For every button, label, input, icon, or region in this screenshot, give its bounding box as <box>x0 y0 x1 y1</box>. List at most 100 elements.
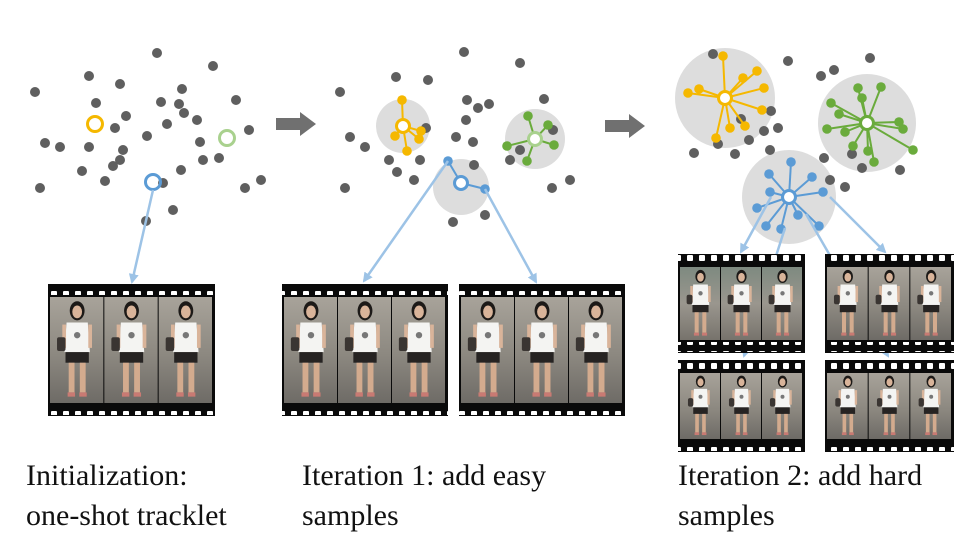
person-leg <box>743 312 748 333</box>
iter2-yellow-point <box>725 123 735 133</box>
unlabeled-point <box>515 58 525 68</box>
film-sprockets-bottom <box>48 405 215 415</box>
person-bag <box>835 398 841 407</box>
person-shorts <box>882 407 897 414</box>
person-bag <box>521 337 531 352</box>
shirt-print <box>538 331 546 339</box>
unlabeled-point <box>174 99 184 109</box>
unlabeled-point <box>177 84 187 94</box>
tracklet-film-strips <box>48 254 954 452</box>
unlabeled-point <box>829 65 839 75</box>
person-face <box>483 305 493 319</box>
person-shoe <box>313 392 321 397</box>
person-shorts <box>119 352 144 363</box>
person-bag <box>467 337 477 352</box>
iter2-blue-point <box>752 203 762 213</box>
person-shoe <box>776 432 782 436</box>
person-arm <box>404 324 408 348</box>
person-arm <box>708 285 711 303</box>
unlabeled-point <box>451 132 461 142</box>
shirt-print <box>845 291 851 296</box>
iter2-blue-point <box>764 169 774 179</box>
person-leg <box>123 362 129 393</box>
person-leg <box>891 312 896 333</box>
person-leg <box>849 312 854 333</box>
unlabeled-point <box>168 205 178 215</box>
iter2-yellow-point <box>718 51 728 61</box>
shirt-print <box>780 291 785 296</box>
person-shoe <box>742 432 748 436</box>
person-arm <box>350 324 354 348</box>
person-leg <box>410 362 417 393</box>
iter2-blue-point <box>786 157 796 167</box>
person-shorts <box>407 352 431 363</box>
person-leg <box>784 413 788 433</box>
iter2-yellow-point <box>759 83 769 93</box>
iter2-blue-point <box>814 221 824 231</box>
person-leg <box>702 312 707 333</box>
person-face <box>72 305 83 319</box>
person-shoe <box>586 392 594 397</box>
person-shoe <box>775 332 782 336</box>
iter1-yellow-point <box>390 131 400 141</box>
person-bag <box>290 337 300 352</box>
person-leg <box>784 312 789 333</box>
person-bag <box>768 294 775 305</box>
person-leg <box>177 362 184 393</box>
film-sprockets-top <box>825 255 954 265</box>
person-face <box>537 305 547 319</box>
unlabeled-point <box>480 210 490 220</box>
person-shorts <box>774 304 791 313</box>
person-shoe <box>783 332 790 336</box>
unlabeled-point <box>110 123 120 133</box>
person-shoe <box>882 332 889 336</box>
unlabeled-point <box>77 166 87 176</box>
film-sprockets-top <box>459 285 625 295</box>
person-leg <box>695 413 699 433</box>
iter2-green-point <box>848 141 858 151</box>
person-face <box>414 305 424 319</box>
person-shorts <box>923 304 940 313</box>
unlabeled-point <box>179 108 189 118</box>
film-iter2-d <box>825 360 954 452</box>
person-arm <box>897 285 900 303</box>
unlabeled-point <box>565 175 575 185</box>
person-arm <box>499 324 503 348</box>
iter2-green-center <box>859 115 875 131</box>
iter1-green-point <box>502 141 512 151</box>
film-sprockets-top <box>48 285 215 295</box>
person-shoe <box>734 332 741 336</box>
shirt-print <box>73 331 81 339</box>
shirt-print <box>592 331 600 339</box>
person-leg <box>932 312 938 333</box>
link-arrow-iter1-b <box>483 188 538 284</box>
film-iter1-b <box>459 284 625 416</box>
person-shoe <box>783 432 789 436</box>
unlabeled-point <box>857 163 867 173</box>
person-shoe <box>176 392 184 397</box>
unlabeled-point <box>115 79 125 89</box>
person-shoe <box>932 332 938 336</box>
film-sprockets-bottom <box>678 342 805 352</box>
person-face <box>180 305 191 319</box>
unlabeled-point <box>240 183 250 193</box>
person-bag <box>833 294 840 305</box>
iter2-yellow-point <box>683 88 693 98</box>
person-arm <box>855 285 859 303</box>
unlabeled-point <box>759 126 769 136</box>
person-arm <box>170 324 175 348</box>
person-leg <box>79 362 86 393</box>
person-leg <box>883 312 888 333</box>
unlabeled-point <box>468 137 478 147</box>
unlabeled-point <box>84 142 94 152</box>
person-arm <box>938 390 941 405</box>
unlabeled-point <box>118 145 128 155</box>
unlabeled-point <box>192 115 202 125</box>
iter1-yellow-point <box>402 146 412 156</box>
person-arm <box>854 390 858 405</box>
iter2-green-point <box>834 109 844 119</box>
person-arm <box>116 324 121 348</box>
person-arm <box>732 390 735 405</box>
film-iter2-b <box>825 254 954 353</box>
